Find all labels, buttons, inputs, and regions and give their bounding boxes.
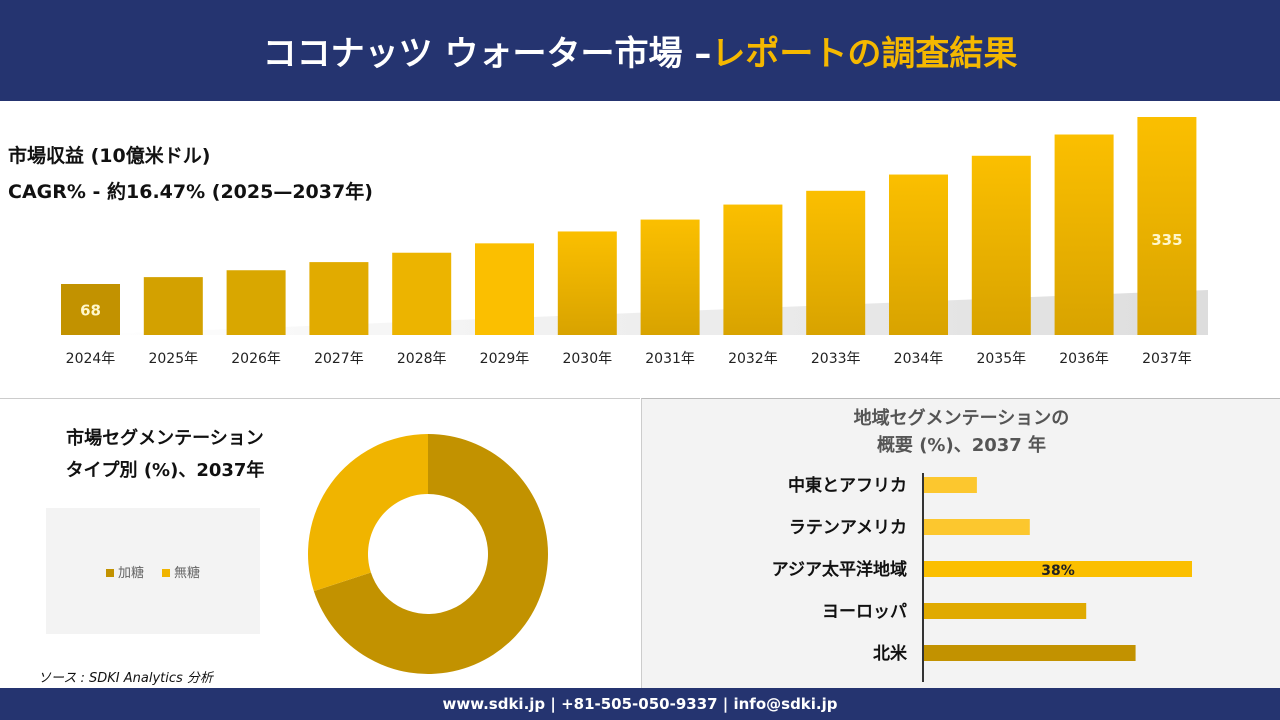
legend-item-sweetened: 加糖 [105,562,144,581]
x-tick-label: 2032年 [728,351,778,367]
bar-2034年 [889,174,948,335]
bar-2035年 [971,155,1031,335]
legend-item-unsweetened: 無糖 [162,562,200,581]
type-segmentation-section: 市場セグメンテーション タイプ別 (%)、2037年 ソース : SDKI An… [0,398,640,688]
legend-swatch [105,568,114,577]
page-title-accent: レポートの調査結果 [711,34,1018,74]
legend-swatch [162,568,170,577]
x-tick-label: 2024年 [66,351,116,367]
source-note: ソース : SDKI Analytics 分析 [38,671,213,686]
x-tick-label: 2026年 [231,351,281,367]
bar-2029年 [475,243,534,335]
bar-2026年 [226,270,286,335]
bar-2030年 [557,231,617,335]
x-tick-label: 2029年 [480,351,530,367]
cagr-label: CAGR% - 約16.47% (2025—2037年) [8,181,373,203]
x-tick-label: 2037年 [1142,351,1192,367]
bar-data-label: 68 [80,302,101,320]
bar-2031年 [640,219,700,335]
page-title: ココナッツ ウォーター市場 – [262,34,712,74]
bar-2037年 [1137,117,1197,335]
header-banner: ココナッツ ウォーター市場 – レポートの調査結果 [0,0,1280,101]
bar-data-label: 335 [1151,231,1182,249]
x-tick-label: 2030年 [562,351,612,367]
bar-2027年 [309,262,369,335]
region-label: 北米 [873,643,908,664]
revenue-label: 市場収益 (10億米ドル) [8,145,211,167]
bar-2028年 [392,252,452,335]
revenue-section: 市場収益 (10億米ドル) CAGR% - 約16.47% (2025—2037… [0,101,1280,396]
x-tick-label: 2033年 [811,351,861,367]
type-title-line2: タイプ別 (%)、2037年 [65,460,265,481]
type-donut-chart [308,434,548,674]
donut-legend: 加糖 無糖 [46,508,260,634]
x-tick-label: 2028年 [397,351,447,367]
bar-2036年 [1054,134,1114,335]
bar-2032年 [723,204,783,335]
region-bar [924,645,1136,661]
footer-contact: www.sdki.jp | +81-505-050-9337 | info@sd… [0,688,1280,720]
region-bar [924,519,1030,535]
region-segmentation-section: 地域セグメンテーションの 概要 (%)、2037 年 中東とアフリカ ラテンアメリ… [641,398,1280,688]
region-title-line1: 地域セグメンテーションの [853,408,1070,429]
bar-2025年 [143,277,203,335]
x-tick-label: 2025年 [148,351,198,367]
region-label: ヨーロッパ [822,602,907,622]
region-bar [924,603,1087,619]
revenue-bar-chart: 2024年 68 2025年 2026年 2027年 2028年 2029年 2030年 203… [61,117,1208,367]
region-label: ラテンアメリカ [789,518,907,538]
donut-slice-1 [308,434,428,592]
x-tick-label: 2027年 [314,351,364,367]
region-bar [924,561,1192,577]
bar-2024年 [61,284,120,335]
x-tick-label: 2034年 [894,351,944,367]
bar-2033年 [806,190,866,335]
region-label: アジア太平洋地域 [772,559,907,580]
type-title-line1: 市場セグメンテーション [66,428,264,449]
x-tick-label: 2035年 [976,351,1026,367]
region-title-line2: 概要 (%)、2037 年 [876,435,1047,456]
x-tick-label: 2031年 [645,351,695,367]
region-bar [924,477,977,493]
x-tick-label: 2036年 [1059,351,1109,367]
donut-slice-0 [313,434,548,674]
region-data-label: 38% [1041,563,1075,579]
region-label: 中東とアフリカ [788,475,907,496]
